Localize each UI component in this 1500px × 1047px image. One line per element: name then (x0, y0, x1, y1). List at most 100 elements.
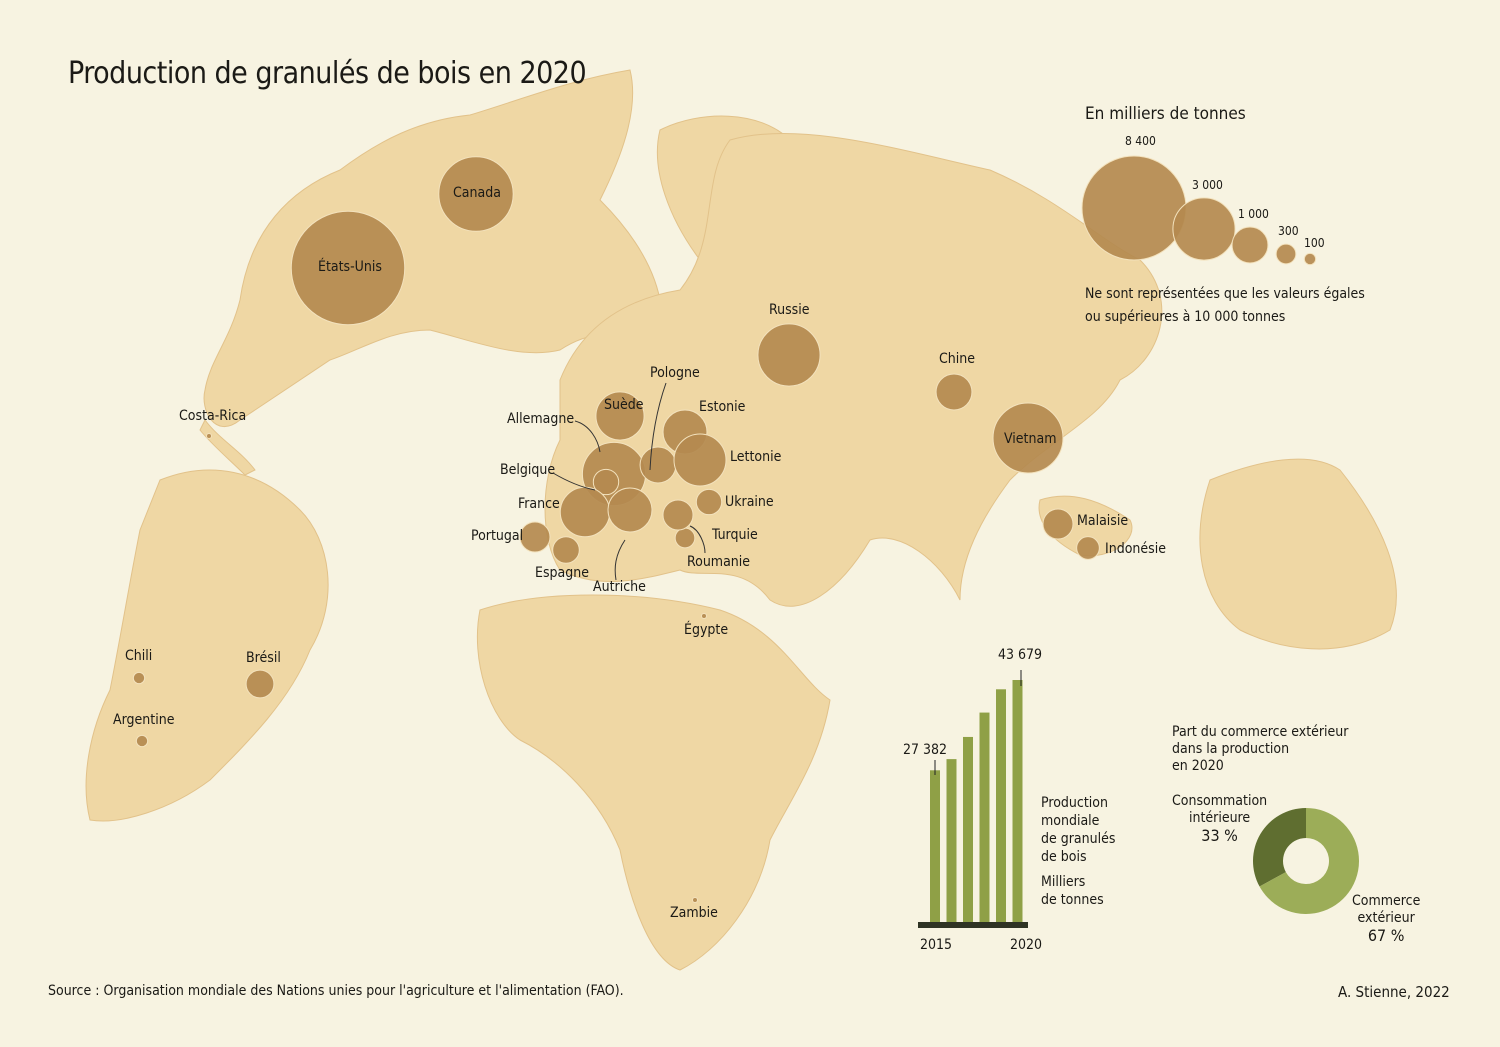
australia (1199, 458, 1397, 650)
bubble-costa-rica (206, 433, 212, 439)
bar-x-start: 2015 (920, 937, 953, 953)
donut-title-line: dans la production (1172, 741, 1290, 757)
legend-title: En milliers de tonnes (1085, 104, 1246, 124)
land-masses (85, 69, 1397, 971)
source-note: Source : Organisation mondiale des Natio… (48, 983, 624, 999)
bubble-pologne (639, 446, 677, 484)
legend-bubbles (1081, 155, 1317, 266)
bubble-lettonie (673, 433, 727, 487)
bar-title-line: de bois (1041, 849, 1087, 865)
legend-label-300: 300 (1278, 224, 1299, 238)
bar-2018 (979, 712, 990, 922)
bubble-portugal (519, 521, 551, 553)
label-canada: Canada (453, 185, 501, 201)
bubble-canada (438, 156, 514, 232)
south-america (85, 469, 329, 822)
bubble-egypte (701, 613, 707, 619)
trade-donut-chart (1253, 808, 1360, 914)
bar-chart-title: Production mondiale de granulés de bois (1041, 794, 1115, 866)
legend-note-line: ou supérieures à 10 000 tonnes (1085, 309, 1286, 325)
donut-label-line: intérieure (1188, 810, 1251, 826)
legend-note: Ne sont représentées que les valeurs éga… (1085, 283, 1365, 329)
bubble-russie (757, 323, 821, 387)
legend-bubble-8400 (1081, 155, 1187, 261)
donut-label-interieure: Consommation intérieure 33 % (1172, 793, 1267, 844)
legend-label-1000: 1 000 (1238, 207, 1269, 221)
bar-last-value: 43 679 (998, 647, 1043, 663)
bar-title-line: de granulés (1041, 831, 1116, 847)
legend-bubble-1000 (1231, 226, 1269, 264)
legend-label-8400: 8 400 (1125, 134, 1156, 148)
legend-note-line: Ne sont représentées que les valeurs éga… (1085, 286, 1365, 302)
bubble-bresil (245, 669, 275, 699)
label-indonesie: Indonésie (1105, 541, 1166, 557)
bubble-indonesie (1076, 536, 1100, 560)
donut-segment-1 (1259, 808, 1360, 914)
label-etats-unis: États-Unis (318, 259, 382, 275)
bubble-suede (595, 391, 645, 441)
bubble-etats-unis (290, 210, 406, 326)
donut-label-exterieur: Commerce extérieur 67 % (1352, 893, 1420, 944)
donut-title-line: en 2020 (1172, 758, 1224, 774)
bubble-espagne (552, 536, 580, 564)
bar-first-value: 27 382 (903, 742, 948, 758)
label-russie: Russie (769, 302, 810, 318)
bubble-chine (935, 373, 973, 411)
bubble-argentine (135, 734, 149, 748)
map-title: Production de granulés de bois en 2020 (68, 56, 587, 91)
label-portugal: Portugal (471, 528, 524, 544)
bubble-vietnam (992, 402, 1064, 474)
donut-pct-exterieur: 67 % (1367, 926, 1405, 945)
author-credit: A. Stienne, 2022 (1338, 983, 1450, 1001)
bar-chart-unit: Milliers de tonnes (1041, 873, 1104, 909)
africa (476, 594, 831, 971)
bar-unit-line: Milliers (1041, 874, 1086, 890)
label-chine: Chine (939, 351, 976, 367)
bar-baseline (918, 922, 1028, 928)
label-belgique: Belgique (500, 462, 556, 478)
europe-leader-lines (552, 382, 706, 581)
label-espagne: Espagne (535, 565, 589, 581)
donut-title: Part du commerce extérieur dans la produ… (1172, 724, 1348, 775)
country-bubbles (132, 156, 1100, 903)
label-turquie: Turquie (712, 527, 758, 543)
bubble-belgique (592, 468, 620, 496)
bubble-ukraine (695, 488, 723, 516)
bar-2019 (996, 689, 1006, 922)
central-america (199, 419, 256, 476)
bubble-chili (132, 671, 146, 685)
legend-bubble-300 (1275, 243, 1297, 265)
bar-2020 (1012, 680, 1023, 922)
bubble-france (559, 486, 611, 538)
label-ukraine: Ukraine (725, 494, 774, 510)
label-costa-rica: Costa-Rica (179, 408, 247, 424)
production-bar-chart (930, 680, 1023, 922)
bubble-roumanie (662, 499, 694, 531)
donut-pct-interieure: 33 % (1201, 826, 1238, 845)
bar-title-line: mondiale (1041, 813, 1100, 829)
bar-unit-line: de tonnes (1041, 892, 1104, 908)
label-autriche: Autriche (593, 579, 646, 595)
donut-title-line: Part du commerce extérieur (1172, 724, 1349, 740)
bar-x-end: 2020 (1010, 937, 1043, 953)
donut-segment-0 (1253, 808, 1306, 887)
bubble-autriche (607, 487, 653, 533)
legend-label-3000: 3 000 (1192, 178, 1223, 192)
label-roumanie: Roumanie (687, 554, 751, 570)
label-chili: Chili (125, 648, 153, 664)
legend-bubble-3000 (1172, 197, 1236, 261)
legend-bubble-100 (1303, 252, 1317, 266)
label-zambie: Zambie (670, 905, 718, 921)
donut-label-line: Commerce (1352, 893, 1421, 909)
bubble-zambie (692, 897, 698, 903)
label-argentine: Argentine (113, 712, 175, 728)
label-allemagne: Allemagne (507, 411, 575, 427)
donut-label-line: extérieur (1357, 910, 1415, 926)
donut-label-line: Consommation (1172, 793, 1268, 809)
bubble-malaisie (1042, 508, 1074, 540)
label-bresil: Brésil (246, 650, 281, 666)
bubble-turquie (674, 527, 696, 549)
bar-2017 (963, 736, 973, 922)
label-pologne: Pologne (650, 365, 700, 381)
